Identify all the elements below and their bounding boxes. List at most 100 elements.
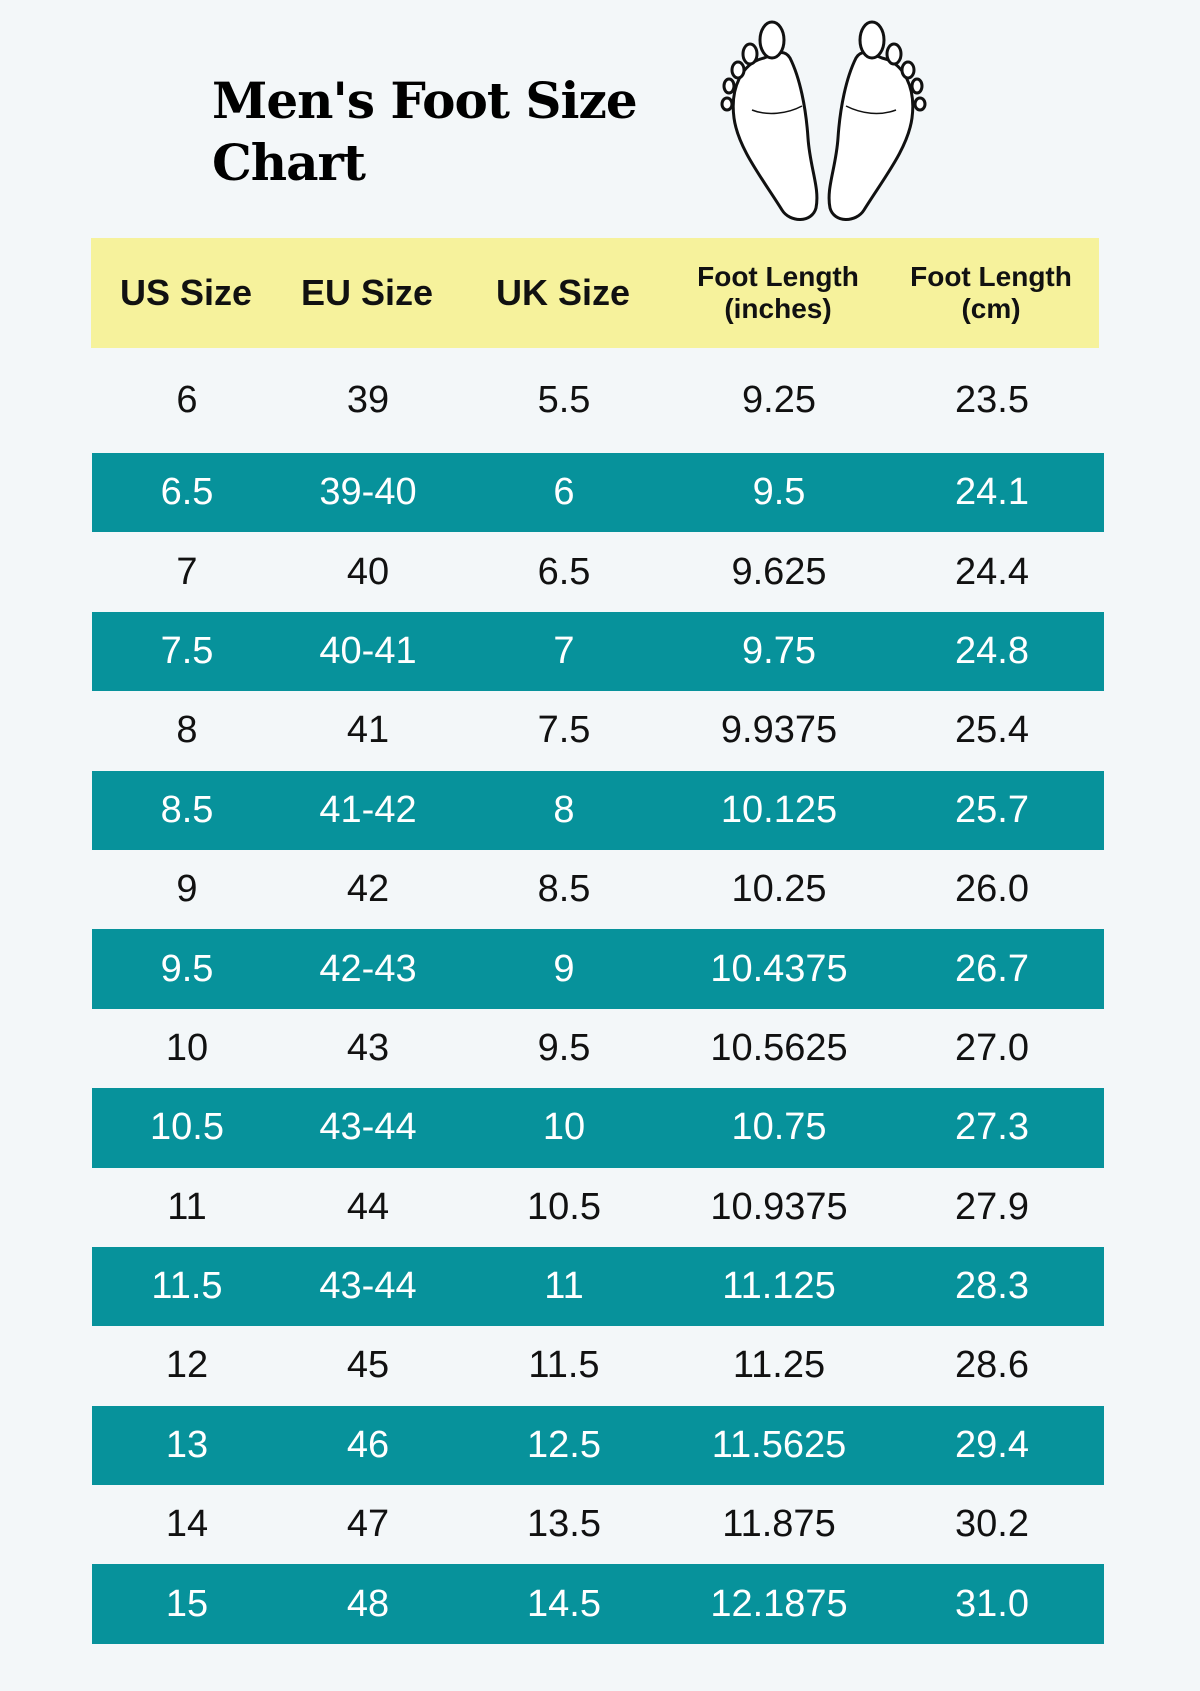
title: Men's Foot Size Chart: [212, 71, 638, 192]
table-cell: 9.625: [731, 550, 827, 593]
table-row: 6 39 5.5 9.25 23.5: [92, 348, 1104, 453]
column-header: US Size: [119, 272, 253, 313]
table-cell: 11.5: [151, 1265, 223, 1308]
column-header: UK Size: [495, 272, 631, 313]
table-cell: 15: [165, 1582, 209, 1625]
table-cell: 27.0: [955, 1026, 1029, 1069]
table-cell: 46: [346, 1423, 390, 1466]
table-cell: 5.5: [537, 379, 591, 421]
table-cell: 6.5: [537, 550, 591, 593]
table-cell: 11.5: [528, 1344, 600, 1387]
table-cell: 23.5: [955, 379, 1029, 421]
table-cell: 43: [346, 1026, 390, 1069]
table-cell: 26.0: [955, 868, 1029, 911]
table-cell: 9.5: [752, 471, 806, 514]
table-cell: 7: [176, 550, 198, 593]
table-cell: 8.5: [537, 868, 591, 911]
table-cell: 6: [553, 471, 575, 514]
table-cell: 39: [346, 379, 390, 421]
table-cell: 42-43: [319, 947, 417, 990]
table-cell: 6.5: [160, 471, 214, 514]
table-cell: 11.25: [732, 1344, 826, 1387]
table-cell: 24.1: [955, 471, 1029, 514]
feet-illustration: [720, 20, 927, 221]
table-cell: 11.875: [722, 1503, 836, 1546]
table-cell: 9.75: [742, 629, 816, 672]
table-cell: 10.9375: [710, 1185, 848, 1228]
table-cell: 47: [346, 1503, 390, 1546]
table-cell: 13.5: [527, 1503, 601, 1546]
table-cell: 9.25: [742, 379, 816, 421]
table-cell: 26.7: [955, 947, 1029, 990]
table-cell: 9: [553, 947, 575, 990]
table-cell: 10.75: [731, 1106, 827, 1149]
table-cell: 9: [176, 868, 198, 911]
table-cell: 12: [165, 1344, 209, 1387]
table-cell: 11: [544, 1265, 584, 1308]
table-body: 6 39 5.5 9.25 23.5 6.5 39-40 6 9.5 24.1 7 40 6.5 9.62…: [92, 348, 1104, 1644]
column-header: Foot Length (inches): [697, 261, 859, 324]
table-cell: 10.5625: [710, 1026, 848, 1069]
table-row: 14 47 13.5 11.875 30.2: [92, 1485, 1104, 1564]
table-cell: 7.5: [160, 629, 214, 672]
table-cell: 25.7: [955, 788, 1029, 831]
table-cell: 43-44: [319, 1265, 417, 1308]
column-header: Foot Length (cm): [910, 261, 1072, 324]
table-cell: 9.9375: [720, 709, 838, 752]
table-cell: 24.4: [955, 550, 1029, 593]
table-cell: 11: [167, 1185, 207, 1228]
table-cell: 7.5: [537, 709, 591, 752]
table-cell: 10.4375: [710, 947, 848, 990]
table-cell: 42: [346, 868, 390, 911]
table-cell: 10: [542, 1106, 586, 1149]
table-cell: 6: [176, 379, 198, 421]
table-row: 12 45 11.5 11.25 28.6: [92, 1326, 1104, 1405]
table-cell: 30.2: [955, 1503, 1029, 1546]
table-cell: 10.125: [720, 788, 838, 831]
table-row: 9.5 42-43 9 10.4375 26.7: [92, 929, 1104, 1009]
table-cell: 25.4: [955, 709, 1029, 752]
table-cell: 12.1875: [710, 1582, 848, 1625]
table-cell: 8: [176, 709, 198, 752]
table-cell: 45: [346, 1344, 390, 1387]
table-cell: 48: [346, 1582, 390, 1625]
table-cell: 11.5625: [711, 1423, 847, 1466]
table-cell: 29.4: [955, 1423, 1029, 1466]
table-row: 13 46 12.5 11.5625 29.4: [92, 1405, 1104, 1486]
table-cell: 10.5: [150, 1106, 224, 1149]
table-cell: 7: [553, 629, 575, 672]
table-cell: 28.3: [955, 1265, 1029, 1308]
table-row: 10.5 43-44 10 10.75 27.3: [92, 1088, 1104, 1168]
table-row: 7.5 40-41 7 9.75 24.8: [92, 611, 1104, 692]
table-cell: 13: [165, 1423, 209, 1466]
table-cell: 28.6: [955, 1344, 1029, 1387]
table-row: 15 48 14.5 12.1875 31.0: [92, 1564, 1104, 1644]
table-row: 10 43 9.5 10.5625 27.0: [92, 1009, 1104, 1088]
table-cell: 41-42: [319, 788, 417, 831]
table-row: 9 42 8.5 10.25 26.0: [92, 850, 1104, 929]
table-row: 11.5 43-44 11 11.125 28.3: [92, 1246, 1104, 1327]
table-row: 6.5 39-40 6 9.5 24.1: [92, 453, 1104, 533]
table-cell: 27.9: [955, 1185, 1029, 1228]
table-cell: 24.8: [955, 629, 1029, 672]
table-cell: 39-40: [319, 471, 417, 514]
table-cell: 41: [346, 709, 390, 752]
table-cell: 10: [165, 1026, 209, 1069]
column-header: EU Size: [300, 272, 434, 313]
table-cell: 9.5: [160, 947, 214, 990]
table-row: 8.5 41-42 8 10.125 25.7: [92, 770, 1104, 850]
table-row: 7 40 6.5 9.625 24.4: [92, 532, 1104, 611]
table-cell: 12.5: [527, 1423, 601, 1466]
table-row: 8 41 7.5 9.9375 25.4: [92, 691, 1104, 770]
table-cell: 44: [346, 1185, 390, 1228]
table-cell: 43-44: [319, 1106, 417, 1149]
table-cell: 14: [165, 1503, 209, 1546]
table-cell: 10.25: [731, 868, 827, 911]
table-cell: 27.3: [955, 1106, 1029, 1149]
table-cell: 8.5: [160, 788, 214, 831]
table-cell: 10.5: [527, 1185, 601, 1228]
table-cell: 11.125: [722, 1265, 836, 1308]
table-header: US Size EU Size UK Size Foot Length (inches…: [91, 238, 1099, 348]
table-cell: 8: [553, 788, 575, 831]
